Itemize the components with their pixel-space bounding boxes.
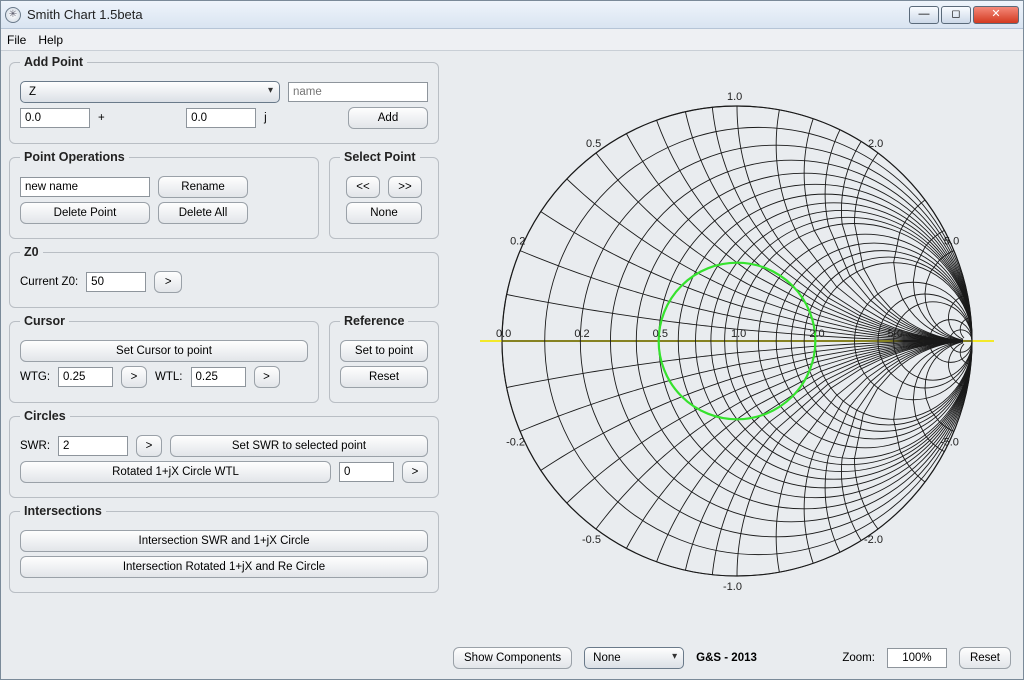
z0-input[interactable] — [86, 272, 146, 292]
swr-input[interactable] — [58, 436, 128, 456]
wtg-apply-button[interactable]: > — [121, 366, 147, 388]
wtg-input[interactable] — [58, 367, 113, 387]
real-part-input[interactable] — [20, 108, 90, 128]
svg-text:-2.0: -2.0 — [864, 534, 883, 546]
impedance-mode-select[interactable]: Z — [20, 81, 280, 103]
svg-text:1.0: 1.0 — [731, 328, 746, 340]
group-reference: Reference Set to point Reset — [329, 314, 439, 403]
menu-file[interactable]: File — [7, 33, 26, 47]
menu-help[interactable]: Help — [38, 33, 63, 47]
legend-point-ops: Point Operations — [20, 150, 129, 164]
group-cursor: Cursor Set Cursor to point WTG: > WTL: > — [9, 314, 319, 403]
next-point-button[interactable]: >> — [388, 176, 422, 198]
zoom-reset-button[interactable]: Reset — [959, 647, 1011, 669]
svg-text:-0.5: -0.5 — [582, 534, 601, 546]
swr-apply-button[interactable]: > — [136, 435, 162, 457]
legend-circles: Circles — [20, 409, 70, 423]
rotated-circle-button[interactable]: Rotated 1+jX Circle WTL — [20, 461, 331, 483]
swr-label: SWR: — [20, 440, 50, 452]
svg-text:2.0: 2.0 — [809, 328, 824, 340]
zoom-input[interactable] — [887, 648, 947, 668]
svg-text:0.2: 0.2 — [510, 236, 525, 248]
z0-label: Current Z0: — [20, 276, 78, 288]
point-name-input[interactable] — [288, 82, 428, 102]
menubar: File Help — [1, 29, 1023, 51]
j-label: j — [264, 112, 267, 124]
z0-apply-button[interactable]: > — [154, 271, 182, 293]
legend-select-point: Select Point — [340, 150, 420, 164]
smith-chart[interactable]: 0.0 0.2 0.5 1.0 2.0 5.0 0.2 -0.2 0.5 -0.5 1.0 -1.0 2… — [449, 55, 1015, 643]
titlebar: ✳ Smith Chart 1.5beta — ◻ ✕ — [1, 1, 1023, 29]
legend-add-point: Add Point — [20, 55, 87, 69]
rename-button[interactable]: Rename — [158, 176, 248, 198]
prev-point-button[interactable]: << — [346, 176, 380, 198]
svg-text:2.0: 2.0 — [868, 138, 883, 150]
set-cursor-button[interactable]: Set Cursor to point — [20, 340, 308, 362]
svg-text:0.2: 0.2 — [574, 328, 589, 340]
maximize-button[interactable]: ◻ — [941, 6, 971, 24]
rotated-apply-button[interactable]: > — [402, 461, 428, 483]
wtl-label: WTL: — [155, 371, 182, 383]
intersection-rotated-button[interactable]: Intersection Rotated 1+jX and Re Circle — [20, 556, 428, 578]
legend-intersections: Intersections — [20, 504, 106, 518]
intersection-swr-button[interactable]: Intersection SWR and 1+jX Circle — [20, 530, 428, 552]
bottom-mode-select[interactable]: None — [584, 647, 684, 669]
group-intersections: Intersections Intersection SWR and 1+jX … — [9, 504, 439, 593]
wtg-label: WTG: — [20, 371, 50, 383]
legend-cursor: Cursor — [20, 314, 69, 328]
wtl-apply-button[interactable]: > — [254, 366, 280, 388]
group-select-point: Select Point << >> None — [329, 150, 439, 239]
svg-text:0.5: 0.5 — [653, 328, 668, 340]
svg-text:5.0: 5.0 — [888, 328, 903, 340]
svg-text:-1.0: -1.0 — [723, 581, 742, 593]
svg-text:0.5: 0.5 — [586, 138, 601, 150]
credit-label: G&S - 2013 — [696, 652, 757, 664]
imag-part-input[interactable] — [186, 108, 256, 128]
impedance-mode-value: Z — [29, 86, 36, 98]
svg-text:-0.2: -0.2 — [506, 436, 525, 448]
bottom-mode-value: None — [593, 652, 621, 664]
legend-reference: Reference — [340, 314, 408, 328]
svg-text:1.0: 1.0 — [727, 91, 742, 103]
group-point-operations: Point Operations Rename Delete Point Del… — [9, 150, 319, 239]
wtl-input[interactable] — [191, 367, 246, 387]
group-circles: Circles SWR: > Set SWR to selected point… — [9, 409, 439, 498]
rotated-value-input[interactable] — [339, 462, 394, 482]
group-add-point: Add Point Z + j Add — [9, 55, 439, 144]
ref-set-button[interactable]: Set to point — [340, 340, 428, 362]
select-none-button[interactable]: None — [346, 202, 422, 224]
legend-z0: Z0 — [20, 245, 43, 259]
minimize-button[interactable]: — — [909, 6, 939, 24]
svg-text:0.0: 0.0 — [496, 328, 511, 340]
close-button[interactable]: ✕ — [973, 6, 1019, 24]
new-name-input[interactable] — [20, 177, 150, 197]
plus-label: + — [98, 112, 105, 124]
app-icon: ✳ — [5, 7, 21, 23]
group-z0: Z0 Current Z0: > — [9, 245, 439, 308]
set-swr-button[interactable]: Set SWR to selected point — [170, 435, 428, 457]
svg-text:5.0: 5.0 — [944, 236, 959, 248]
svg-text:-5.0: -5.0 — [940, 436, 959, 448]
add-button[interactable]: Add — [348, 107, 428, 129]
zoom-label: Zoom: — [842, 652, 875, 664]
show-components-button[interactable]: Show Components — [453, 647, 572, 669]
window-title: Smith Chart 1.5beta — [27, 7, 909, 22]
delete-all-button[interactable]: Delete All — [158, 202, 248, 224]
ref-reset-button[interactable]: Reset — [340, 366, 428, 388]
delete-point-button[interactable]: Delete Point — [20, 202, 150, 224]
